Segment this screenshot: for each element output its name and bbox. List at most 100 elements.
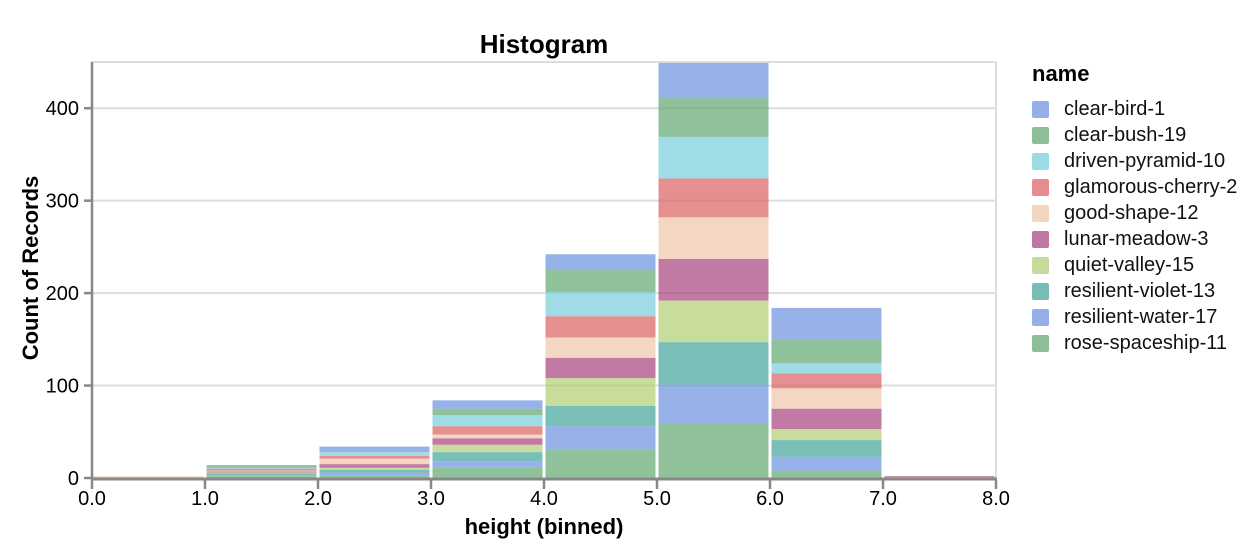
bar-segment-clear-bush-19-bin1[interactable] (206, 465, 317, 468)
bar-segment-clear-bush-19-bin2[interactable] (319, 451, 430, 453)
legend-item-resilient-violet-13[interactable]: resilient-violet-13 (1032, 279, 1237, 305)
bar-segment-good-shape-12-bin2[interactable] (319, 458, 430, 465)
bar-segment-lunar-meadow-3-bin3[interactable] (432, 438, 543, 445)
bar-segment-lunar-meadow-3-bin5[interactable] (658, 258, 769, 301)
legend-item-label: resilient-water-17 (1064, 306, 1218, 329)
bar-segment-driven-pyramid-10-bin5[interactable] (658, 136, 769, 179)
bar-segment-lunar-meadow-3-bin2[interactable] (319, 464, 430, 468)
bar-segment-quiet-valley-15-bin6[interactable] (771, 429, 882, 441)
legend-title: name (1032, 61, 1090, 86)
bar-segment-glamorous-cherry-2-bin3[interactable] (432, 426, 543, 435)
bar-segment-good-shape-12-bin1[interactable] (206, 470, 317, 472)
x-tick-label-5.0: 5.0 (643, 488, 671, 510)
bar-segment-good-shape-12-bin5[interactable] (658, 217, 769, 259)
bar-segment-driven-pyramid-10-bin3[interactable] (432, 415, 543, 427)
y-tick-label-400: 400 (46, 98, 79, 120)
bar-segment-resilient-water-17-bin4[interactable] (545, 426, 656, 450)
bar-segment-lunar-meadow-3-bin6[interactable] (771, 408, 882, 430)
legend-item-label: clear-bush-19 (1064, 123, 1187, 146)
bar-segment-quiet-valley-15-bin4[interactable] (545, 378, 656, 406)
y-tick-label-200: 200 (46, 283, 79, 305)
bar-segment-resilient-violet-13-bin3[interactable] (432, 452, 543, 462)
legend-item-label: clear-bird-1 (1064, 97, 1166, 120)
x-tick-label-4.0: 4.0 (530, 488, 558, 510)
x-tick-label-2.0: 2.0 (304, 488, 332, 510)
bar-segment-clear-bird-1-bin6[interactable] (771, 307, 882, 340)
bar-segment-resilient-water-17-bin2[interactable] (319, 472, 430, 476)
bar-segment-good-shape-12-bin3[interactable] (432, 434, 543, 439)
bar-segment-resilient-water-17-bin3[interactable] (432, 461, 543, 468)
bar-segment-quiet-valley-15-bin3[interactable] (432, 444, 543, 453)
bar-segment-quiet-valley-15-bin1[interactable] (206, 472, 317, 474)
bar-segment-driven-pyramid-10-bin4[interactable] (545, 292, 656, 317)
legend-item-lunar-meadow-3[interactable]: lunar-meadow-3 (1032, 226, 1237, 252)
bar-segment-good-shape-12-bin6[interactable] (771, 388, 882, 409)
bar-segment-resilient-water-17-bin5[interactable] (658, 384, 769, 424)
bar-segment-lunar-meadow-3-bin7[interactable] (884, 476, 995, 478)
bar-segment-driven-pyramid-10-bin2[interactable] (319, 452, 430, 456)
legend-item-rose-spaceship-11[interactable]: rose-spaceship-11 (1032, 331, 1237, 357)
bar-segment-resilient-violet-13-bin4[interactable] (545, 405, 656, 427)
bar-segment-good-shape-12-bin0[interactable] (93, 476, 204, 478)
legend-item-quiet-valley-15[interactable]: quiet-valley-15 (1032, 253, 1237, 279)
legend-item-clear-bird-1[interactable]: clear-bird-1 (1032, 96, 1237, 122)
legend-item-label: driven-pyramid-10 (1064, 149, 1226, 172)
bar-segment-resilient-violet-13-bin5[interactable] (658, 342, 769, 385)
legend-swatch-icon (1032, 126, 1049, 144)
bar-segment-clear-bird-1-bin5[interactable] (658, 62, 769, 99)
bar-segment-rose-spaceship-11-bin2[interactable] (319, 475, 430, 478)
bar-segment-driven-pyramid-10-bin1[interactable] (206, 467, 317, 469)
bar-segment-clear-bush-19-bin3[interactable] (432, 408, 543, 416)
bar-segment-rose-spaceship-11-bin1[interactable] (206, 476, 317, 478)
legend-item-good-shape-12[interactable]: good-shape-12 (1032, 200, 1237, 226)
bar-segment-clear-bird-1-bin2[interactable] (319, 446, 430, 452)
bar-segment-clear-bird-1-bin3[interactable] (432, 400, 543, 409)
x-tick-label-6.0: 6.0 (756, 488, 784, 510)
bar-segment-glamorous-cherry-2-bin2[interactable] (319, 455, 430, 459)
legend-swatch-icon (1032, 309, 1049, 327)
legend-item-glamorous-cherry-2[interactable]: glamorous-cherry-2 (1032, 174, 1237, 200)
bar-segment-resilient-violet-13-bin2[interactable] (319, 469, 430, 473)
bar-segment-rose-spaceship-11-bin3[interactable] (432, 467, 543, 478)
legend: name clear-bird-1 clear-bush-19 driven-pyr… (1032, 61, 1237, 357)
legend-item-label: rose-spaceship-11 (1064, 332, 1228, 355)
y-tick-label-300: 300 (46, 191, 79, 213)
bar-segment-glamorous-cherry-2-bin1[interactable] (206, 468, 317, 471)
bar-segment-clear-bird-1-bin1[interactable] (206, 465, 317, 466)
bar-segment-clear-bush-19-bin6[interactable] (771, 339, 882, 364)
bar-segment-good-shape-12-bin4[interactable] (545, 337, 656, 358)
bar-segment-lunar-meadow-3-bin4[interactable] (545, 357, 656, 379)
bar-segment-glamorous-cherry-2-bin4[interactable] (545, 316, 656, 338)
legend-item-label: good-shape-12 (1064, 201, 1199, 224)
legend-item-label: resilient-violet-13 (1064, 280, 1216, 303)
bar-segment-quiet-valley-15-bin5[interactable] (658, 300, 769, 343)
x-tick-label-8.0: 8.0 (982, 488, 1010, 510)
legend-item-resilient-water-17[interactable]: resilient-water-17 (1032, 305, 1237, 331)
bar-segment-driven-pyramid-10-bin6[interactable] (771, 363, 882, 374)
legend-swatch-icon (1032, 231, 1049, 249)
bar-segment-resilient-violet-13-bin1[interactable] (206, 473, 317, 476)
legend-item-label: glamorous-cherry-2 (1064, 175, 1238, 198)
bar-segment-resilient-water-17-bin6[interactable] (771, 456, 882, 471)
legend-swatch-icon (1032, 283, 1049, 301)
legend-item-clear-bush-19[interactable]: clear-bush-19 (1032, 122, 1237, 148)
bar-segment-clear-bush-19-bin5[interactable] (658, 98, 769, 137)
legend-swatch-icon (1032, 204, 1049, 222)
y-tick-label-100: 100 (46, 376, 79, 398)
bar-segment-rose-spaceship-11-bin5[interactable] (658, 423, 769, 478)
bar-segment-resilient-violet-13-bin6[interactable] (771, 440, 882, 457)
bar-segment-clear-bird-1-bin4[interactable] (545, 254, 656, 270)
y-axis-title: Count of Records (18, 175, 43, 361)
legend-swatch-icon (1032, 152, 1049, 170)
bar-segment-rose-spaceship-11-bin6[interactable] (771, 470, 882, 478)
bar-segment-rose-spaceship-11-bin4[interactable] (545, 449, 656, 478)
bar-segment-glamorous-cherry-2-bin5[interactable] (658, 178, 769, 218)
bar-segment-lunar-meadow-3-bin1[interactable] (206, 471, 317, 473)
bar-segment-glamorous-cherry-2-bin6[interactable] (771, 373, 882, 389)
bar-segment-resilient-water-17-bin1[interactable] (206, 475, 317, 477)
legend-item-driven-pyramid-10[interactable]: driven-pyramid-10 (1032, 148, 1237, 174)
bar-segment-clear-bush-19-bin4[interactable] (545, 269, 656, 293)
bar-segment-quiet-valley-15-bin2[interactable] (319, 467, 430, 470)
